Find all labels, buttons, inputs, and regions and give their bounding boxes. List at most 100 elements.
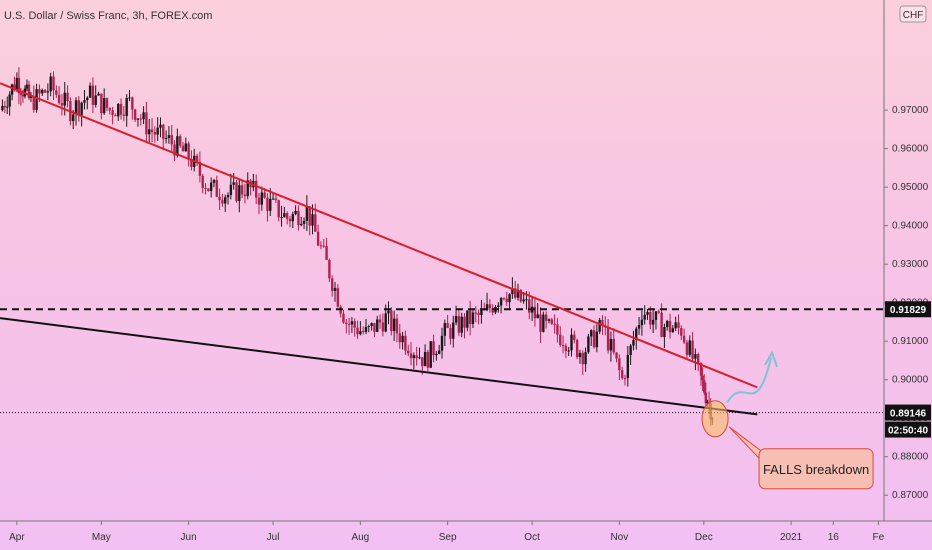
candle-body <box>336 288 340 307</box>
candle-body <box>218 196 221 201</box>
candle-body <box>100 93 103 114</box>
candle-body <box>643 314 646 320</box>
candle-body <box>528 299 531 313</box>
candle-body <box>77 100 81 115</box>
candle-body <box>640 319 644 326</box>
candle-body <box>649 311 652 325</box>
candle-body <box>454 316 458 323</box>
candle-body <box>519 289 523 302</box>
candle-body <box>373 323 376 332</box>
candle-body <box>195 155 199 162</box>
candle-body <box>680 328 683 336</box>
candle-body <box>105 98 109 109</box>
candle-body <box>187 143 190 159</box>
currency-button[interactable]: CHF <box>899 5 927 23</box>
candle-body <box>308 206 311 226</box>
candle-body <box>561 345 565 347</box>
candle-body <box>384 313 387 332</box>
candle-body <box>378 319 382 323</box>
candle-body <box>668 320 672 333</box>
candle-body <box>635 328 638 340</box>
candle-body <box>325 246 328 260</box>
candle-body <box>696 354 700 363</box>
x-tick-label: Fe <box>873 532 885 543</box>
candle-body <box>71 114 75 122</box>
candle-body <box>432 341 435 356</box>
candle-body <box>474 312 477 314</box>
candle-body <box>32 96 35 110</box>
breakdown-annotation[interactable]: FALLS breakdown <box>701 350 874 490</box>
candle-body <box>367 326 371 328</box>
candle-body <box>704 392 708 404</box>
candle-body <box>525 299 528 301</box>
candle-body <box>260 192 264 205</box>
candle-body <box>229 184 233 196</box>
y-tick-label: 0.94000 <box>892 221 929 232</box>
candle-body <box>232 182 235 185</box>
candle-body <box>699 362 703 376</box>
candle-body <box>513 288 517 298</box>
candle-body <box>401 335 404 343</box>
candle-body <box>136 118 140 120</box>
candle-body <box>491 308 494 313</box>
candle-body <box>415 355 418 359</box>
candle-body <box>651 319 655 325</box>
candle-body <box>181 145 185 152</box>
candle-body <box>485 304 489 310</box>
candle-body <box>164 138 168 140</box>
callout-box <box>758 448 874 490</box>
candle-body <box>285 213 289 219</box>
candle-body <box>536 314 539 319</box>
candle-body <box>347 323 351 325</box>
price-tag-label: 0.91829 <box>890 305 927 316</box>
candle-body <box>657 311 660 313</box>
candle-body <box>387 310 390 314</box>
candle-body <box>370 323 373 327</box>
candle-body <box>421 357 424 367</box>
candle-body <box>254 180 258 198</box>
candle-body <box>598 319 601 332</box>
candle-body <box>55 90 58 95</box>
candle-body <box>316 231 320 246</box>
candle-body <box>13 84 16 90</box>
candle-body <box>294 210 297 215</box>
candle-body <box>412 355 416 359</box>
y-tick-label: 0.96000 <box>892 144 929 155</box>
y-tick-label: 0.91000 <box>892 336 929 347</box>
countdown-tag <box>885 421 931 438</box>
candle-body <box>682 335 686 343</box>
candle-body <box>508 294 511 303</box>
candle-body <box>404 335 407 351</box>
candle-body <box>581 352 584 365</box>
candle-body <box>159 124 162 128</box>
candle-body <box>277 200 280 218</box>
candle-body <box>609 338 613 351</box>
candle-body <box>356 327 359 335</box>
candle-body <box>623 378 627 380</box>
candle-body <box>17 77 21 94</box>
candle-body <box>516 289 520 298</box>
candle-body <box>446 323 449 328</box>
candle-body <box>615 352 618 359</box>
candle-body <box>215 180 218 197</box>
time-axis[interactable]: Apr May Jun Jul Aug Sep Oct Nov Dec 2021 16 Fe <box>9 521 885 543</box>
candle-body <box>542 314 545 332</box>
x-tick-label: May <box>92 532 111 543</box>
candle-body <box>547 319 551 321</box>
candle-body <box>133 109 137 120</box>
candle-body <box>209 182 213 192</box>
candle-body <box>407 350 410 354</box>
trendlines[interactable] <box>0 82 758 416</box>
candle-body <box>280 217 283 219</box>
candle-body <box>178 136 182 146</box>
y-tick-label: 0.93000 <box>892 259 929 270</box>
candle-body <box>392 318 396 331</box>
x-tick-label: Dec <box>695 532 713 543</box>
candle-body <box>201 175 204 188</box>
y-tick-label: 0.88000 <box>892 452 929 463</box>
candle-body <box>139 118 142 120</box>
candle-body <box>311 214 314 226</box>
candle-body <box>666 320 669 328</box>
